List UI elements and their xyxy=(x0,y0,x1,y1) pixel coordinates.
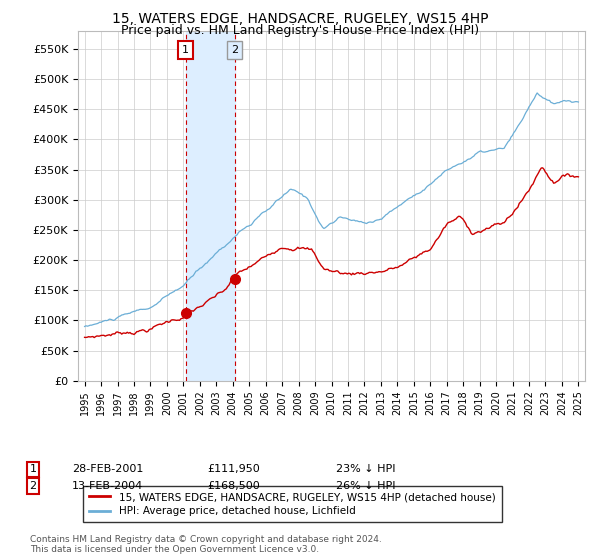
Bar xyxy=(186,31,235,381)
Text: 28-FEB-2001: 28-FEB-2001 xyxy=(72,464,143,474)
Text: 1: 1 xyxy=(182,45,190,55)
Text: £168,500: £168,500 xyxy=(207,481,260,491)
Text: 26% ↓ HPI: 26% ↓ HPI xyxy=(336,481,395,491)
Text: Contains HM Land Registry data © Crown copyright and database right 2024.
This d: Contains HM Land Registry data © Crown c… xyxy=(30,535,382,554)
Text: Price paid vs. HM Land Registry's House Price Index (HPI): Price paid vs. HM Land Registry's House … xyxy=(121,24,479,36)
Text: 15, WATERS EDGE, HANDSACRE, RUGELEY, WS15 4HP: 15, WATERS EDGE, HANDSACRE, RUGELEY, WS1… xyxy=(112,12,488,26)
Text: 2: 2 xyxy=(231,45,238,55)
Text: 1: 1 xyxy=(29,464,37,474)
Legend: 15, WATERS EDGE, HANDSACRE, RUGELEY, WS15 4HP (detached house), HPI: Average pri: 15, WATERS EDGE, HANDSACRE, RUGELEY, WS1… xyxy=(83,486,502,522)
Text: 13-FEB-2004: 13-FEB-2004 xyxy=(72,481,143,491)
Text: 23% ↓ HPI: 23% ↓ HPI xyxy=(336,464,395,474)
Text: £111,950: £111,950 xyxy=(207,464,260,474)
Text: 2: 2 xyxy=(29,481,37,491)
